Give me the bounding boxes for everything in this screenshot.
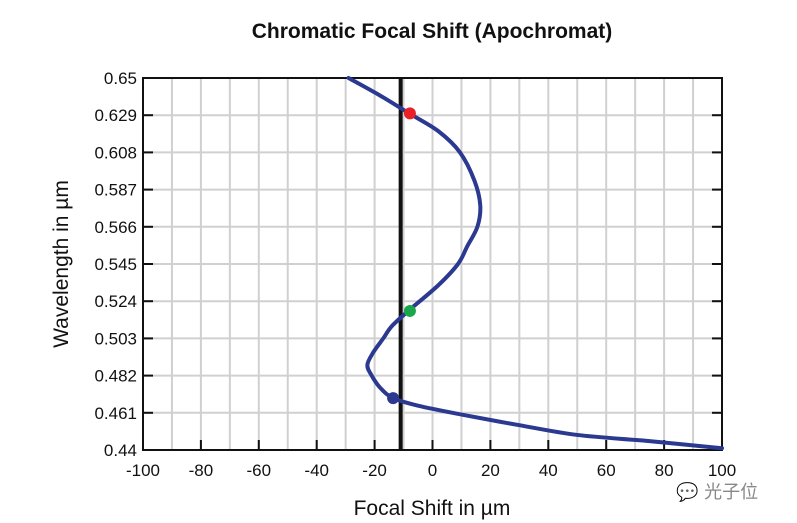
- x-tick-label: 80: [655, 461, 674, 480]
- y-tick-label: 0.524: [94, 292, 137, 311]
- x-tick-label: 60: [597, 461, 616, 480]
- x-tick-label: -40: [304, 461, 329, 480]
- y-tick-label: 0.461: [94, 404, 137, 423]
- x-tick-label: -20: [362, 461, 387, 480]
- watermark-text: 光子位: [704, 482, 759, 503]
- x-tick-label: 20: [481, 461, 500, 480]
- data-point-marker: [387, 392, 400, 405]
- x-tick-label: 0: [428, 461, 437, 480]
- wechat-icon: 💬: [676, 482, 699, 503]
- x-tick-label: -80: [189, 461, 214, 480]
- y-tick-label: 0.566: [94, 218, 137, 237]
- y-tick-label: 0.44: [104, 441, 137, 460]
- y-tick-label: 0.587: [94, 181, 137, 200]
- y-tick-label: 0.608: [94, 143, 137, 162]
- y-tick-label: 0.545: [94, 255, 137, 274]
- y-tick-label: 0.65: [104, 69, 137, 88]
- x-tick-label: -100: [126, 461, 160, 480]
- y-tick-label: 0.482: [94, 367, 137, 386]
- data-point-marker: [403, 304, 416, 317]
- y-tick-label: 0.503: [94, 329, 137, 348]
- series-line: [346, 76, 724, 451]
- x-tick-label: -60: [247, 461, 272, 480]
- chart-title: Chromatic Focal Shift (Apochromat): [252, 20, 613, 43]
- plot-frame: [142, 77, 723, 451]
- x-axis-label: Focal Shift in µm: [354, 497, 511, 520]
- y-axis-label: Wavelength in µm: [50, 180, 73, 348]
- watermark: 💬 光子位: [676, 478, 758, 504]
- x-tick-label: 100: [708, 461, 736, 480]
- y-tick-label: 0.629: [94, 106, 137, 125]
- x-tick-label: 40: [539, 461, 558, 480]
- data-point-marker: [403, 107, 416, 120]
